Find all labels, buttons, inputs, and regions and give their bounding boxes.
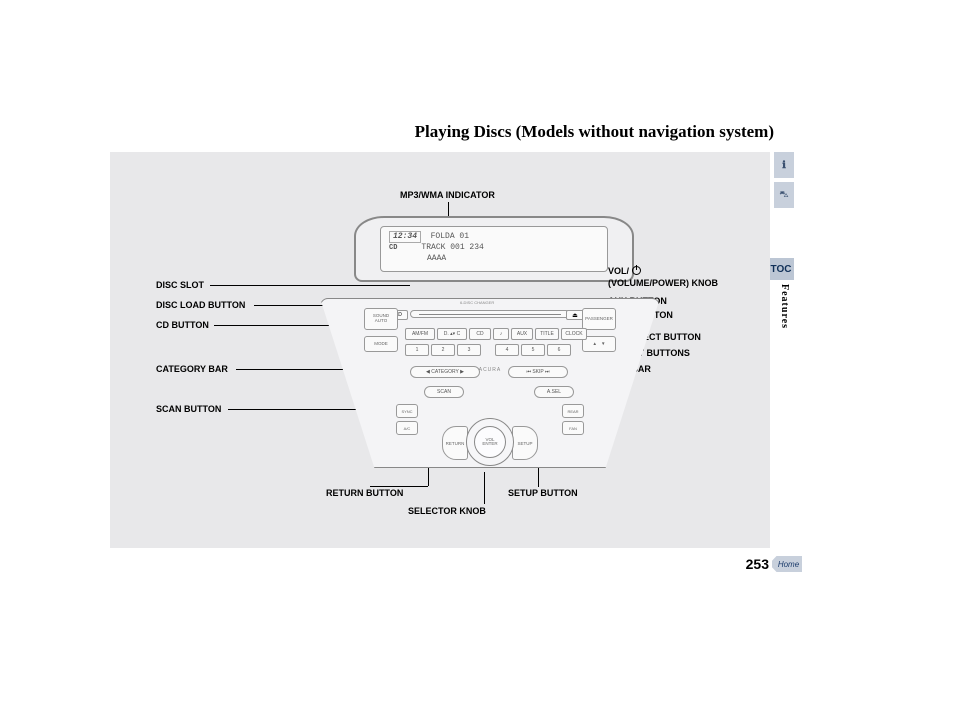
clock-button[interactable]: CLOCK: [561, 328, 587, 340]
label-scan-button: SCAN BUTTON: [156, 404, 221, 414]
page-number: 253: [746, 556, 769, 572]
screen-line1: FOLDA 01: [431, 232, 469, 241]
amfm-button[interactable]: AM/FM: [405, 328, 435, 340]
sync-button[interactable]: SYNC: [396, 404, 418, 418]
disc-slot[interactable]: [410, 310, 570, 318]
label-disc-load: DISC LOAD BUTTON: [156, 300, 245, 310]
label-category-bar: CATEGORY BAR: [156, 364, 228, 374]
cd-button[interactable]: CD: [469, 328, 491, 340]
preset-4[interactable]: 4: [495, 344, 519, 356]
bar-row: ◀ CATEGORY ▶ ⏮ SKIP ⏭: [410, 366, 568, 378]
display-screen-unit: 12:34 FOLDA 01 CD TRACK 001 234 AAAA: [354, 216, 634, 282]
preset-1[interactable]: 1: [405, 344, 429, 356]
rear-button[interactable]: REAR: [562, 404, 584, 418]
asel-button[interactable]: A.SEL: [534, 386, 574, 398]
preset-6[interactable]: 6: [547, 344, 571, 356]
label-setup: SETUP BUTTON: [508, 488, 578, 498]
label-mp3-wma: MP3/WMA INDICATOR: [400, 190, 495, 200]
skip-bar[interactable]: ⏮ SKIP ⏭: [508, 366, 568, 378]
page-title: Playing Discs (Models without navigation…: [415, 122, 774, 142]
ac-button[interactable]: A/C: [396, 421, 418, 435]
scan-button[interactable]: SCAN: [424, 386, 464, 398]
diagram-area: MP3/WMA INDICATOR 12:34 FOLDA 01 CD TRAC…: [110, 152, 770, 548]
note-button[interactable]: ♪: [493, 328, 509, 340]
sound-auto-button[interactable]: SOUNDAUTO: [364, 308, 398, 330]
label-disc-slot: DISC SLOT: [156, 280, 204, 290]
knob-cluster: RETURN SETUP VOL ENTER: [448, 416, 532, 474]
selector-knob[interactable]: VOL ENTER: [474, 426, 506, 458]
preset-2[interactable]: 2: [431, 344, 455, 356]
disc-up-down-button[interactable]: D. ▴▾ C: [437, 328, 467, 340]
home-button[interactable]: Home: [772, 556, 802, 572]
function-button-row: AM/FM D. ▴▾ C CD ♪ AUX TITLE CLOCK: [405, 328, 587, 340]
screen-cd: CD: [389, 244, 397, 252]
label-cd-button: CD BUTTON: [156, 320, 209, 330]
passenger-button[interactable]: PASSENGER: [582, 308, 616, 330]
updown-button[interactable]: ▲▼: [582, 336, 616, 352]
fan-button[interactable]: FAN: [562, 421, 584, 435]
scan-row: SCAN A.SEL: [424, 386, 574, 398]
label-vol-knob: (VOLUME/POWER) KNOB: [608, 278, 718, 288]
screen-time: 12:34: [389, 231, 421, 243]
leader-line: [210, 285, 410, 286]
side-tabs: ℹ ⛍: [774, 152, 794, 212]
low-side-left: SYNC A/C: [396, 404, 418, 438]
label-return: RETURN BUTTON: [326, 488, 403, 498]
category-bar[interactable]: ◀ CATEGORY ▶: [410, 366, 480, 378]
title-button[interactable]: TITLE: [535, 328, 559, 340]
display-screen: 12:34 FOLDA 01 CD TRACK 001 234 AAAA: [380, 226, 608, 272]
screen-line3: AAAA: [427, 254, 446, 263]
preset-button-row: 1 2 3 4 5 6: [405, 344, 571, 356]
label-selector: SELECTOR KNOB: [408, 506, 486, 516]
setup-button[interactable]: SETUP: [512, 426, 538, 460]
screen-line2: TRACK 001 234: [421, 243, 483, 252]
car-tab[interactable]: ⛍: [774, 182, 794, 208]
return-button[interactable]: RETURN: [442, 426, 468, 460]
toc-tab[interactable]: TOC: [768, 258, 794, 280]
preset-5[interactable]: 5: [521, 344, 545, 356]
audio-console: 6-DISC CHANGER LOAD ⏏ SOUNDAUTO MODE PAS…: [300, 298, 680, 488]
info-tab[interactable]: ℹ: [774, 152, 794, 178]
low-side-right: REAR FAN: [562, 404, 584, 438]
mode-button[interactable]: MODE: [364, 336, 398, 352]
features-label: Features: [779, 284, 790, 329]
label-vol: VOL/: [608, 266, 641, 276]
disc-changer-label: 6-DISC CHANGER: [460, 300, 494, 305]
aux-button[interactable]: AUX: [511, 328, 533, 340]
power-icon: [632, 266, 641, 275]
preset-3[interactable]: 3: [457, 344, 481, 356]
